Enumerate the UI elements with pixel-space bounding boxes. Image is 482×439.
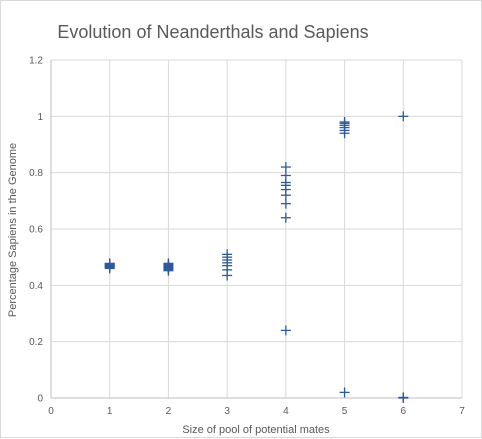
data-point (398, 392, 409, 403)
x-tick-label: 0 (48, 406, 54, 417)
y-tick-label: 0.8 (29, 168, 43, 179)
data-point (339, 116, 350, 127)
data-point (280, 325, 291, 336)
y-tick-label: 0.4 (29, 281, 43, 292)
data-point (280, 170, 291, 181)
y-tick-label: 0 (37, 394, 43, 405)
tick-labels: 0 1 2 3 4 5 6 7 0 0.2 0.4 0.6 0.8 1 1.2 (29, 56, 465, 418)
data-point (163, 258, 174, 269)
y-tick-label: 0.6 (29, 225, 43, 236)
x-tick-label: 1 (107, 406, 113, 417)
data-point (280, 212, 291, 223)
y-tick-label: 1.2 (29, 56, 43, 67)
x-tick-label: 2 (166, 406, 172, 417)
data-points (104, 111, 409, 403)
x-tick-label: 5 (342, 406, 348, 417)
chart-title: Evolution of Neanderthals and Sapiens (57, 22, 368, 42)
data-point (398, 111, 409, 122)
y-tick-label: 0.2 (29, 337, 43, 348)
y-tick-label: 1 (37, 112, 43, 123)
data-point (339, 387, 350, 398)
x-tick-label: 6 (401, 406, 407, 417)
x-tick-label: 3 (224, 406, 230, 417)
data-point (280, 162, 291, 173)
x-axis-title: Size of pool of potential mates (182, 424, 330, 436)
y-axis-title: Percentage Sapiens in the Genome (7, 143, 19, 317)
data-point (222, 249, 233, 260)
x-tick-label: 4 (283, 406, 289, 417)
grid-lines (50, 59, 463, 399)
data-point (280, 198, 291, 209)
data-point (104, 258, 115, 269)
x-tick-label: 7 (459, 406, 465, 417)
